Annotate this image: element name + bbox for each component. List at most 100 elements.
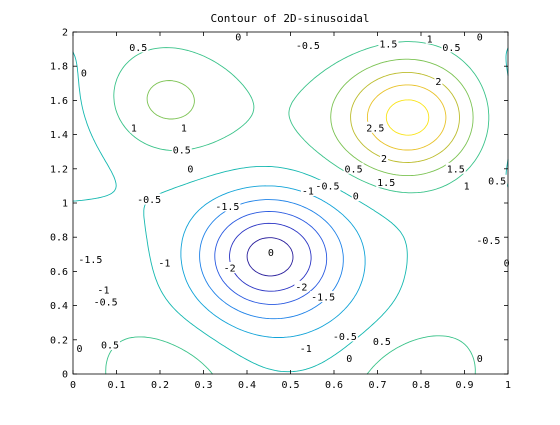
y-tick-label: 1.2 — [50, 164, 68, 175]
contour-label-bg — [445, 162, 466, 174]
contour-label: 1.5 — [377, 178, 395, 189]
contour-label-bg — [96, 284, 111, 296]
contour-label: 0 — [353, 192, 359, 203]
contour-label-bg — [99, 338, 120, 350]
contour-label-bg — [343, 162, 364, 174]
contour-label-bg — [434, 75, 443, 87]
contour-label-bg — [77, 253, 104, 265]
contour-label: 0 — [268, 248, 274, 259]
contour-line-1_5 — [350, 71, 460, 163]
contour-label-bg — [157, 256, 172, 268]
contour-line--1 — [199, 199, 344, 320]
contour-label: 0.5 — [173, 145, 191, 156]
contour-label: 0.5 — [373, 337, 391, 348]
contour-labels: 0.5 0 0 -0.5 1.5 1 0.5 0 2 1 1 2.5 0.5 0 0.5 2 1.5 1.5 0.5… — [75, 31, 511, 365]
contour-line--0_5 — [180, 185, 366, 338]
x-tick-label: 0.5 — [281, 380, 299, 391]
contour-label: -0.5 — [137, 195, 161, 206]
y-tick-label: 0.8 — [50, 233, 68, 244]
contour-label-bg — [92, 296, 119, 308]
contour-line-0 — [72, 47, 509, 373]
contour-label-bg — [441, 41, 462, 53]
contour-label: 2.5 — [366, 123, 384, 134]
contour-label: -1.5 — [215, 202, 239, 213]
contour-label-bg — [314, 179, 341, 191]
y-tick-label: 0 — [62, 370, 68, 381]
contour-label: 0 — [346, 354, 352, 365]
contour-label-bg — [234, 31, 243, 43]
contour-label: 0.5 — [442, 43, 460, 54]
y-tick-label: 1.6 — [50, 96, 68, 107]
contour-label: -1 — [97, 286, 109, 297]
contour-label-bg — [222, 261, 237, 273]
contour-label-bg — [351, 190, 360, 202]
contour-label-bg — [331, 330, 358, 342]
contour-label: 2 — [381, 154, 387, 165]
contour-label-bg — [171, 143, 192, 155]
contour-label: 0 — [81, 69, 87, 80]
contour-label: -0.5 — [315, 181, 339, 192]
contour-label: -1 — [300, 344, 312, 355]
contour-label-bg — [75, 342, 84, 354]
contour-label: 1 — [131, 123, 137, 134]
x-tick-label: 0.7 — [368, 380, 386, 391]
contour-label: -2 — [224, 263, 236, 274]
contour-label-bg — [371, 335, 392, 347]
y-tick-label: 0.6 — [50, 267, 68, 278]
contour-label: 0 — [77, 344, 83, 355]
contour-label-bg — [79, 67, 88, 79]
y-tick-label: 1 — [62, 199, 68, 210]
y-axis-ticks: 0 0.2 0.4 0.6 0.8 1 1.2 1.4 1.6 1.8 2 — [50, 28, 508, 381]
x-tick-label: 0.2 — [151, 380, 169, 391]
contour-label: 0 — [477, 354, 483, 365]
x-tick-label: 0.6 — [325, 380, 343, 391]
y-tick-label: 0.4 — [50, 301, 68, 312]
contour-label-bg — [294, 280, 309, 292]
contour-lines — [72, 41, 509, 375]
contour-label: 0 — [477, 33, 483, 44]
y-tick-label: 2 — [62, 28, 68, 39]
contour-line--2_5 — [246, 237, 294, 277]
contour-label-bg — [298, 342, 313, 354]
contour-label: 0 — [504, 258, 510, 269]
contour-label: -0.5 — [296, 41, 320, 52]
x-tick-label: 0.8 — [412, 380, 430, 391]
contour-label-bg — [365, 121, 386, 133]
contour-label: -1 — [302, 187, 314, 198]
contour-label: -1 — [158, 258, 170, 269]
contour-label-bg — [475, 31, 484, 43]
contour-label-bg — [487, 174, 508, 186]
chart-title: Contour of 2D-sinusoidal — [211, 12, 370, 25]
contour-label-bg — [345, 352, 354, 364]
contour-label: 2 — [435, 77, 441, 88]
contour-label: 0 — [187, 164, 193, 175]
contour-line--1_5 — [214, 211, 328, 305]
x-tick-label: 0.1 — [107, 380, 125, 391]
contour-label-bg — [376, 176, 397, 188]
contour-label-bg — [378, 37, 399, 49]
contour-label: -0.5 — [333, 332, 357, 343]
contour-label-bg — [294, 39, 321, 51]
x-tick-label: 0.9 — [455, 380, 473, 391]
x-tick-label: 0 — [70, 380, 76, 391]
contour-label: 0.5 — [101, 340, 119, 351]
y-tick-label: 1.4 — [50, 130, 68, 141]
contour-label-bg — [129, 121, 138, 133]
contour-label-bg — [502, 256, 511, 268]
contour-label: 1 — [181, 123, 187, 134]
contour-label-bg — [425, 32, 434, 44]
x-axis-ticks: 0 0.1 0.2 0.3 0.4 0.5 0.6 0.7 0.8 0.9 1 — [70, 32, 511, 391]
contour-label: -1.5 — [78, 255, 102, 266]
contour-label: 0.5 — [345, 164, 363, 175]
contour-label: 0 — [235, 33, 241, 44]
contour-label-bg — [380, 152, 389, 164]
contour-label: -1.5 — [311, 293, 335, 304]
x-tick-label: 0.3 — [194, 380, 212, 391]
contour-label-bg — [300, 185, 315, 197]
contour-label: 1 — [464, 181, 470, 192]
x-tick-label: 1 — [505, 380, 511, 391]
contour-line-2_5 — [385, 99, 430, 136]
contour-label-bg — [475, 352, 484, 364]
